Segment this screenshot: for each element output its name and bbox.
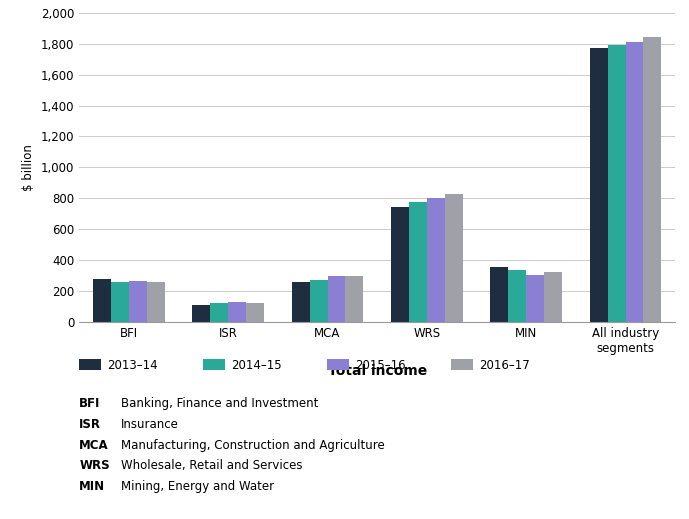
Bar — [544, 271, 562, 322]
Bar — [491, 267, 508, 322]
Y-axis label: $ billion: $ billion — [22, 144, 35, 191]
Bar — [391, 207, 409, 322]
Bar — [327, 276, 345, 322]
Text: MCA: MCA — [79, 439, 109, 452]
Bar — [292, 282, 309, 322]
Bar — [192, 305, 210, 322]
Bar — [508, 270, 526, 322]
Bar — [445, 195, 462, 322]
Text: 2016–17: 2016–17 — [479, 359, 530, 373]
Bar — [147, 282, 165, 322]
Text: Banking, Finance and Investment: Banking, Finance and Investment — [121, 397, 318, 410]
Text: Wholesale, Retail and Services: Wholesale, Retail and Services — [121, 459, 302, 472]
Text: MIN: MIN — [79, 480, 105, 493]
Bar — [93, 279, 111, 322]
Bar — [644, 37, 661, 322]
Text: BFI: BFI — [79, 397, 101, 410]
Bar — [111, 282, 129, 322]
Text: Insurance: Insurance — [121, 418, 178, 431]
Bar — [427, 198, 445, 322]
Bar — [526, 276, 544, 322]
Bar — [590, 48, 608, 322]
Bar — [345, 276, 363, 322]
Bar — [409, 202, 427, 322]
Bar — [129, 281, 147, 322]
Text: Mining, Energy and Water: Mining, Energy and Water — [121, 480, 274, 493]
Bar — [626, 42, 644, 322]
Text: 2014–15: 2014–15 — [231, 359, 281, 373]
X-axis label: Total income: Total income — [327, 364, 427, 378]
Bar — [309, 280, 327, 322]
Bar — [210, 303, 228, 322]
Bar — [246, 303, 264, 322]
Text: 2015–16: 2015–16 — [355, 359, 405, 373]
Text: 2013–14: 2013–14 — [107, 359, 157, 373]
Bar — [228, 302, 246, 322]
Text: Manufacturing, Construction and Agriculture: Manufacturing, Construction and Agricult… — [121, 439, 384, 452]
Text: WRS: WRS — [79, 459, 110, 472]
Text: ISR: ISR — [79, 418, 101, 431]
Bar — [608, 45, 626, 322]
